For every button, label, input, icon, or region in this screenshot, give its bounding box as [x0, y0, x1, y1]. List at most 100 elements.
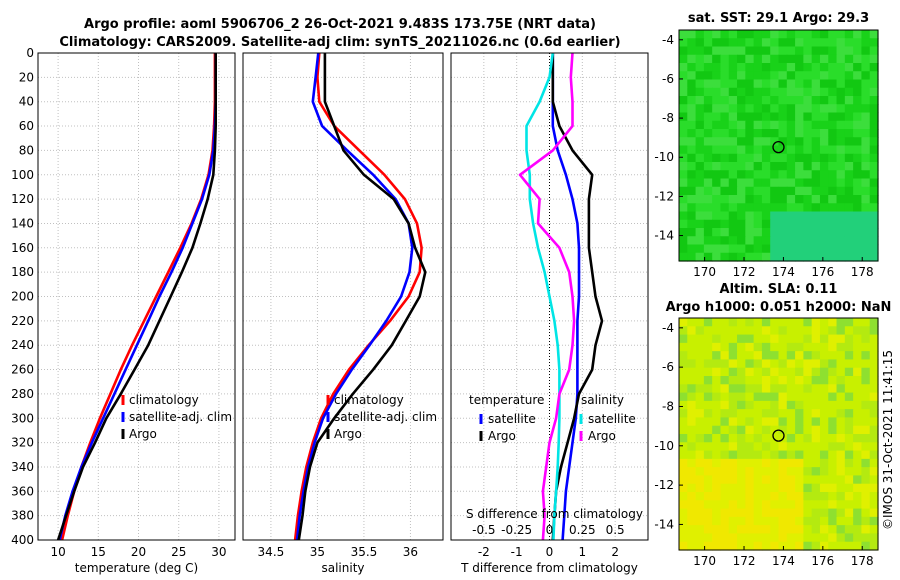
map-cell [761, 38, 771, 48]
map-cell [745, 359, 755, 369]
map-cell [770, 492, 780, 501]
map-cell [703, 425, 713, 435]
map-cell [737, 384, 746, 394]
map-cell [853, 351, 863, 361]
map-cell [761, 137, 771, 147]
map-cell [728, 434, 738, 443]
map-cell [811, 46, 821, 56]
map-cell [811, 203, 821, 213]
map-cell [803, 244, 813, 254]
map-cell [795, 129, 804, 138]
map-cell [753, 96, 763, 105]
map-cell [803, 104, 813, 114]
map-cell [679, 525, 688, 535]
map-cell [778, 483, 788, 493]
map-cell [861, 384, 871, 394]
map-cell [828, 30, 838, 39]
depth-tick-label: 300 [11, 411, 34, 425]
map-cell [811, 533, 821, 543]
map-x-tick-label: 176 [811, 265, 834, 279]
map-cell [819, 516, 829, 526]
map-cell [728, 483, 738, 493]
map-cell [786, 392, 796, 402]
map-cell [770, 120, 780, 130]
map-cell [770, 442, 780, 452]
map-cell [703, 120, 713, 130]
depth-tick-label: 140 [11, 216, 34, 230]
map-cell [795, 400, 804, 410]
map-cell [861, 541, 871, 551]
map-cell [712, 79, 722, 89]
map-cell [737, 170, 746, 180]
map-cell [728, 112, 738, 122]
map-cell [770, 533, 780, 543]
map-cell [853, 96, 863, 105]
map-cell [687, 145, 697, 155]
map-cell [728, 203, 738, 213]
map-cell [853, 458, 863, 468]
map-cell [828, 450, 838, 460]
map-cell [819, 434, 829, 443]
panel-frame [37, 52, 236, 541]
map-cell [770, 334, 780, 344]
map-cell [869, 186, 879, 196]
map-cell [695, 334, 705, 344]
map-cell [720, 442, 730, 452]
map-cell [761, 500, 771, 510]
map-cell [869, 129, 879, 138]
map-cell [770, 71, 780, 81]
s-diff-tick-label: 0.25 [569, 523, 596, 537]
map-cell [753, 334, 763, 344]
map-cell [695, 425, 705, 435]
map-cell [778, 516, 788, 526]
map-cell [753, 112, 763, 122]
map-cell [844, 170, 854, 180]
map-cell [778, 244, 788, 254]
map-cell [728, 384, 738, 394]
panel-difference-profile: -2 -1 0 1 2 T difference from climatology temp… [450, 52, 649, 575]
map-cell [853, 516, 863, 526]
map-cell [737, 533, 746, 543]
map-cell [861, 359, 871, 369]
map-cell [795, 87, 804, 97]
map-cell [695, 211, 705, 221]
map-cell [728, 71, 738, 81]
map-y-tick-label: -10 [654, 439, 674, 453]
map-cell [745, 475, 755, 485]
map-cell [836, 541, 846, 551]
map-cell [720, 400, 730, 410]
map-cell [861, 442, 871, 452]
map-cell [795, 162, 804, 171]
map-cell [869, 30, 879, 39]
map-cell [712, 252, 722, 262]
map-cell [795, 137, 804, 147]
map-cell [819, 384, 829, 394]
map-cell [819, 186, 829, 196]
map-cell [861, 120, 871, 130]
map-cell [761, 483, 771, 493]
map-cell [869, 112, 879, 122]
map-cell [720, 392, 730, 402]
map-cell [679, 508, 688, 518]
map-cell [745, 71, 755, 81]
map-cell [853, 162, 863, 171]
map-cell [861, 434, 871, 443]
map-cell [861, 153, 871, 163]
map-cell [836, 137, 846, 147]
map-cell [770, 541, 780, 551]
map-cell [720, 533, 730, 543]
map-cell [811, 252, 821, 262]
map-cell [745, 434, 755, 443]
map-cell [819, 359, 829, 369]
map-cell [687, 104, 697, 114]
map-cell [853, 475, 863, 485]
map-cell [687, 162, 697, 171]
map-cell [703, 162, 713, 171]
map-cell [737, 38, 746, 48]
map-cell [737, 162, 746, 171]
map-cell [761, 359, 771, 369]
map-cell [695, 467, 705, 477]
map-cell [853, 236, 863, 246]
map-cell [795, 334, 804, 344]
map-cell [770, 178, 780, 188]
